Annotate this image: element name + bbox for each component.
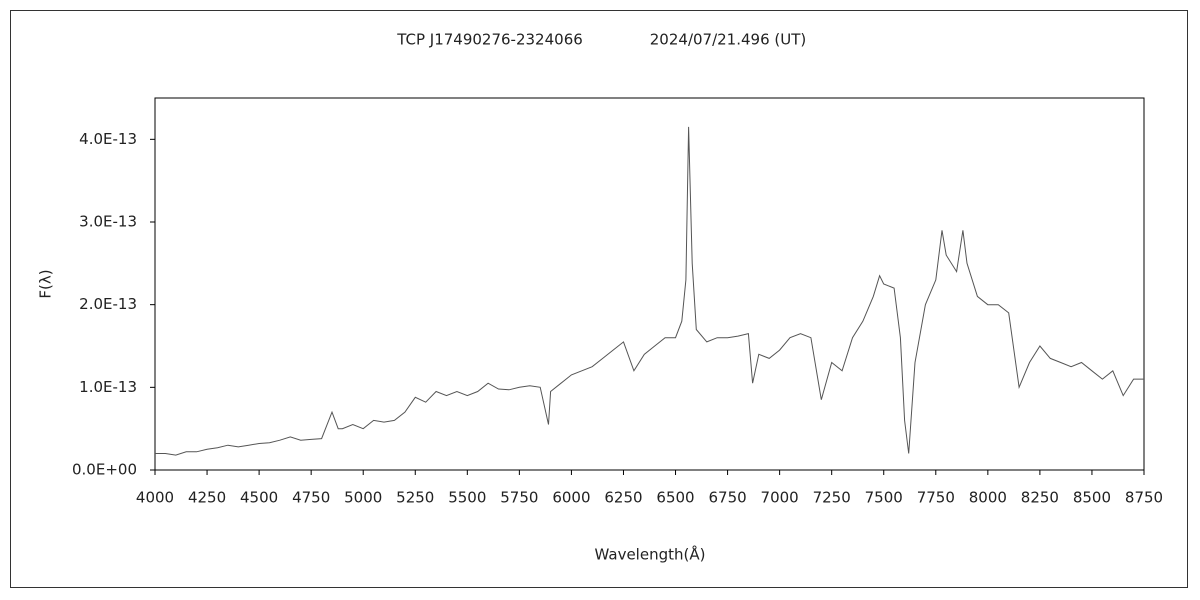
x-tick-label: 4250 <box>188 489 226 507</box>
y-tick-label: 3.0E-13 <box>79 213 137 231</box>
x-tick-label: 6250 <box>604 489 642 507</box>
y-axis-label: F(λ) <box>37 269 55 298</box>
y-tick-label: 2.0E-13 <box>79 295 137 313</box>
plot-frame <box>154 97 1145 471</box>
outer-frame <box>10 10 1188 588</box>
y-tick-label: 0.0E+00 <box>72 461 137 479</box>
x-tick-label: 7750 <box>917 489 955 507</box>
x-tick-label: 6000 <box>552 489 590 507</box>
x-tick-label: 7500 <box>865 489 903 507</box>
x-tick-label: 6750 <box>708 489 746 507</box>
x-tick-label: 4500 <box>240 489 278 507</box>
x-tick-label: 8000 <box>969 489 1007 507</box>
x-tick-label: 5250 <box>396 489 434 507</box>
y-tick-label: 4.0E-13 <box>79 130 137 148</box>
x-tick-label: 8250 <box>1021 489 1059 507</box>
chart-date: 2024/07/21.496 (UT) <box>650 31 806 49</box>
x-tick-label: 8500 <box>1073 489 1111 507</box>
x-tick-label: 5750 <box>500 489 538 507</box>
spectrum-line <box>155 126 1144 456</box>
x-axis-label: Wavelength(Å) <box>595 545 706 564</box>
chart-title: TCP J17490276-2324066 <box>396 31 583 49</box>
x-tick-label: 5000 <box>344 489 382 507</box>
x-tick-label: 4000 <box>136 489 174 507</box>
y-tick-label: 1.0E-13 <box>79 378 137 396</box>
x-tick-label: 7000 <box>761 489 799 507</box>
x-tick-label: 7250 <box>813 489 851 507</box>
x-tick-label: 4750 <box>292 489 330 507</box>
x-tick-label: 8750 <box>1125 489 1163 507</box>
x-tick-label: 6500 <box>656 489 694 507</box>
x-tick-label: 5500 <box>448 489 486 507</box>
